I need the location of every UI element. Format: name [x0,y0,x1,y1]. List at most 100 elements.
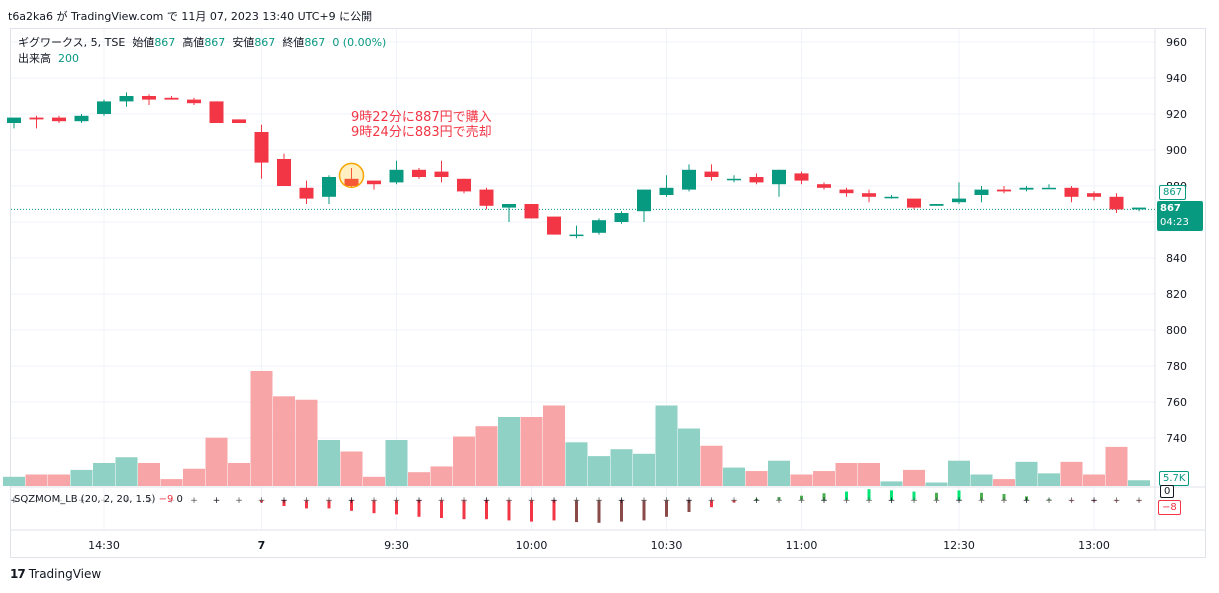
candle-body [389,169,404,183]
y-tick-label: 940 [1166,72,1187,85]
squeeze-dot: + [865,496,873,506]
indicator-bar [935,492,938,500]
indicator-bar [305,500,308,509]
squeeze-dot: + [618,496,626,506]
footer: 17 TradingView [10,567,101,581]
candle-body [569,234,584,237]
squeeze-dot: + [955,496,963,506]
volume-bar [903,469,925,486]
low-label: 安値 [232,36,255,49]
volume-bar [520,417,543,486]
volume-bar [1128,480,1150,486]
indicator-bar [260,500,263,503]
candle-body [299,187,314,199]
y-tick-label: 920 [1166,108,1187,121]
indicator-name: SQZMOM_LB (20, 2, 20, 1.5) [14,494,156,505]
candle-body [682,169,696,190]
annotation-buy: 9時22分に887円で購入 [351,110,492,125]
squeeze-dot: + [235,496,243,506]
volume-bar [813,471,835,486]
countdown-value: 04:23 [1160,217,1189,228]
candle-body [142,96,156,100]
open-label: 始値 [132,36,155,49]
y-tick-label: 800 [1166,324,1187,337]
candle-body [502,204,516,208]
squeeze-dot: + [415,496,423,506]
volume-bar [183,468,205,486]
indicator-bar [1047,498,1051,500]
candle-body [119,96,134,102]
candle-body [614,213,629,222]
volume-bar [993,479,1015,486]
publish-header: t6a2ka6 が TradingView.com で 11月 07, 2023… [8,10,373,23]
squeeze-dot: + [213,496,221,506]
tradingview-logo-icon: 17 [10,567,26,581]
indicator-bar [552,500,556,521]
x-tick-label: 10:30 [651,539,683,552]
indicator-bar [440,500,443,518]
squeeze-dot: + [708,496,716,506]
indicator-bar [642,500,646,521]
candle-body [1087,193,1101,197]
volume-bar [408,472,430,486]
volume-bar [70,469,93,486]
indicator-bar [282,500,286,506]
indicator-bar [890,490,893,500]
squeeze-dot: + [1068,496,1076,506]
candle-body [232,119,246,123]
volume-bar [1015,461,1038,486]
volume-bar [655,405,678,486]
volume-bar [295,399,318,486]
trade-marker-circle [338,162,365,189]
candle-body [412,169,426,177]
squeeze-dot: + [303,496,311,506]
candle-body [749,177,764,183]
volume-bar [318,440,340,486]
y-tick-label: 960 [1166,36,1187,49]
candle-body [479,189,494,206]
indicator-bar [485,500,488,520]
candle-body [997,189,1011,192]
volume-bar [678,428,700,486]
symbol-label: ギグワークス, 5, TSE [18,36,126,49]
squeeze-dot: + [528,496,536,506]
volume-bar [858,463,880,486]
candle-body [659,187,674,195]
indicator-bar [1002,494,1006,500]
volume-bar [48,474,70,486]
indicator-bar [530,500,533,522]
volume-bar [970,474,993,486]
y-tick-label: 900 [1166,144,1187,157]
squeeze-dot: + [1090,496,1098,506]
squeeze-dot: + [1023,496,1031,506]
volume-bar [700,445,723,486]
volume-bar [588,456,610,486]
volume-bar [205,437,228,486]
candle-body [592,220,606,233]
x-tick-label: 12:30 [943,539,975,552]
candle-body [952,198,966,203]
squeeze-dot: + [258,496,266,506]
volume-label: 出来高 [18,52,51,65]
candle-body [974,189,989,195]
squeeze-dot: + [573,496,581,506]
squeeze-dot: + [325,496,333,506]
indicator-bar [732,500,736,503]
x-tick-label: 13:00 [1078,539,1110,552]
high-label: 高値 [182,36,205,49]
candle-body [52,117,66,122]
squeeze-dot: + [640,496,648,506]
candle-body [1042,187,1056,190]
volume-bar [835,463,858,486]
x-tick-label: 10:00 [516,539,548,552]
candle-body [457,178,471,192]
volume-bar [138,463,160,486]
candle-body [1019,187,1034,190]
candle-body [772,169,786,185]
annotation-sell: 9時24分に883円で売却 [351,125,492,140]
indicator-value-2: 0 [176,494,183,505]
indicator-bar [957,490,961,500]
candle-body [7,117,21,123]
squeeze-dot: + [685,496,693,506]
